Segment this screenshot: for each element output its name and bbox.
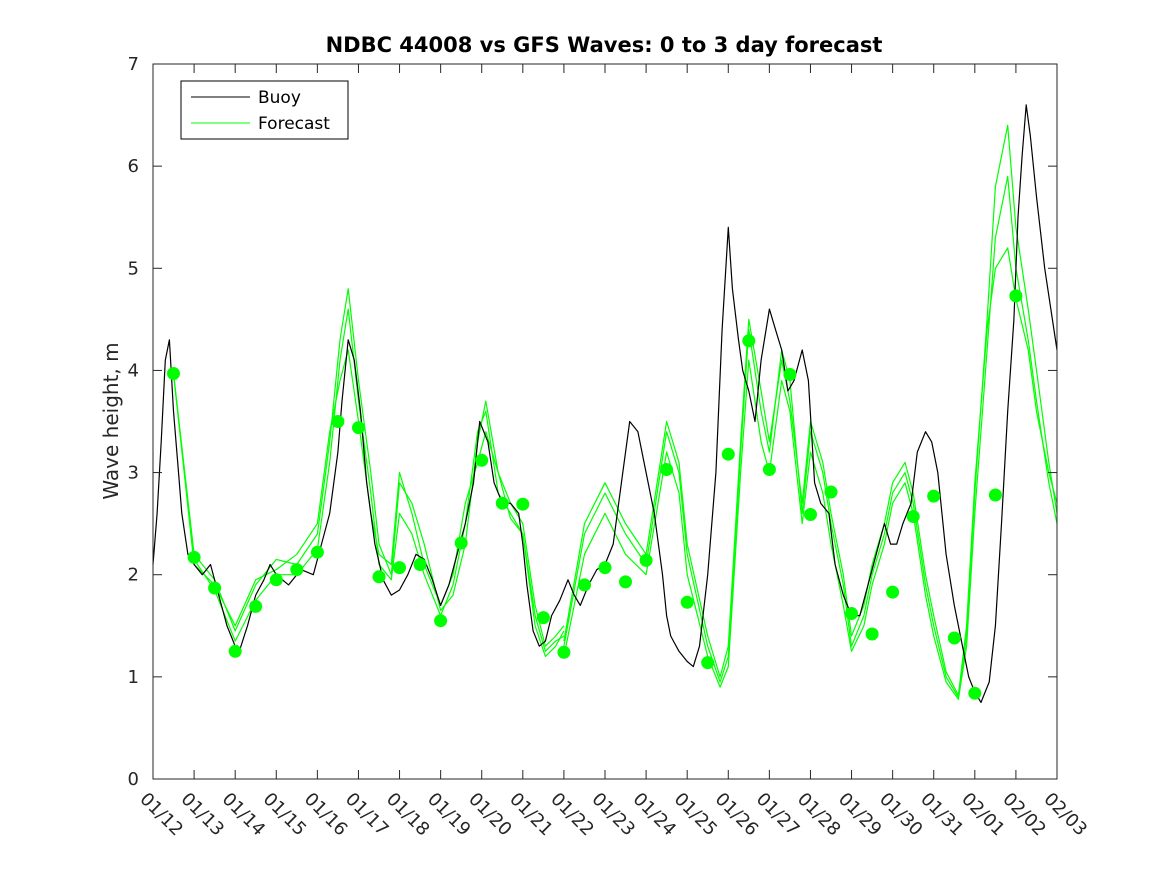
forecast-point (536, 611, 550, 625)
legend-box (180, 80, 349, 140)
forecast-line-3 (563, 124, 1058, 698)
y-tick-label: 1 (128, 667, 139, 688)
legend-label-forecast: Forecast (258, 114, 330, 134)
forecast-point (434, 614, 448, 628)
forecast-point (187, 550, 201, 564)
y-tick-label: 7 (128, 54, 139, 75)
forecast-point (167, 367, 180, 380)
forecast-point (906, 510, 920, 523)
forecast-point (269, 573, 283, 587)
forecast-point (495, 496, 509, 510)
forecast-line-5 (563, 247, 1058, 696)
forecast-point (475, 453, 489, 467)
forecast-point (578, 578, 591, 592)
y-tick-label: 5 (128, 258, 139, 279)
forecast-point (721, 447, 735, 461)
chart-title: NDBC 44008 vs GFS Waves: 0 to 3 day fore… (326, 33, 883, 57)
forecast-point (824, 485, 838, 499)
forecast-point (660, 463, 674, 476)
y-tick-label: 3 (128, 463, 139, 484)
forecast-point (680, 595, 694, 609)
forecast-line-4 (563, 175, 1058, 700)
buoy-line (152, 104, 1058, 704)
y-axis-label: Wave height, m (99, 342, 123, 499)
plot-area (152, 104, 1058, 704)
forecast-point (393, 561, 406, 575)
forecast-point (352, 421, 365, 435)
forecast-point (516, 497, 530, 511)
forecast-point (701, 656, 715, 670)
forecast-point (804, 508, 817, 521)
forecast-point (742, 334, 756, 348)
legend-label-buoy: Buoy (258, 88, 301, 108)
forecast-point (947, 631, 961, 645)
forecast-point (639, 553, 653, 567)
forecast-point (1009, 289, 1023, 303)
forecast-point (208, 581, 222, 595)
forecast-point (290, 563, 304, 577)
y-tick-label: 2 (128, 565, 139, 586)
forecast-point (927, 489, 941, 503)
forecast-point (845, 607, 858, 620)
forecast-point (783, 368, 797, 381)
y-tick-label: 4 (128, 360, 139, 381)
forecast-line-0 (172, 288, 565, 658)
forecast-point (557, 645, 571, 659)
forecast-point (413, 558, 427, 571)
forecast-point (372, 570, 386, 584)
forecast-point (762, 463, 776, 476)
forecast-point (988, 488, 1002, 502)
forecast-point (619, 575, 632, 589)
forecast-point (454, 536, 468, 550)
forecast-point (331, 415, 345, 428)
y-tick-label: 6 (128, 156, 139, 177)
forecast-point (228, 644, 242, 658)
legend: Buoy Forecast (180, 80, 349, 140)
forecast-point (968, 686, 982, 700)
forecast-point (310, 545, 324, 559)
forecast-point (886, 585, 900, 599)
forecast-point (598, 561, 612, 575)
y-tick-label: 0 (128, 769, 139, 790)
forecast-point (865, 627, 879, 641)
forecast-point (249, 599, 263, 613)
